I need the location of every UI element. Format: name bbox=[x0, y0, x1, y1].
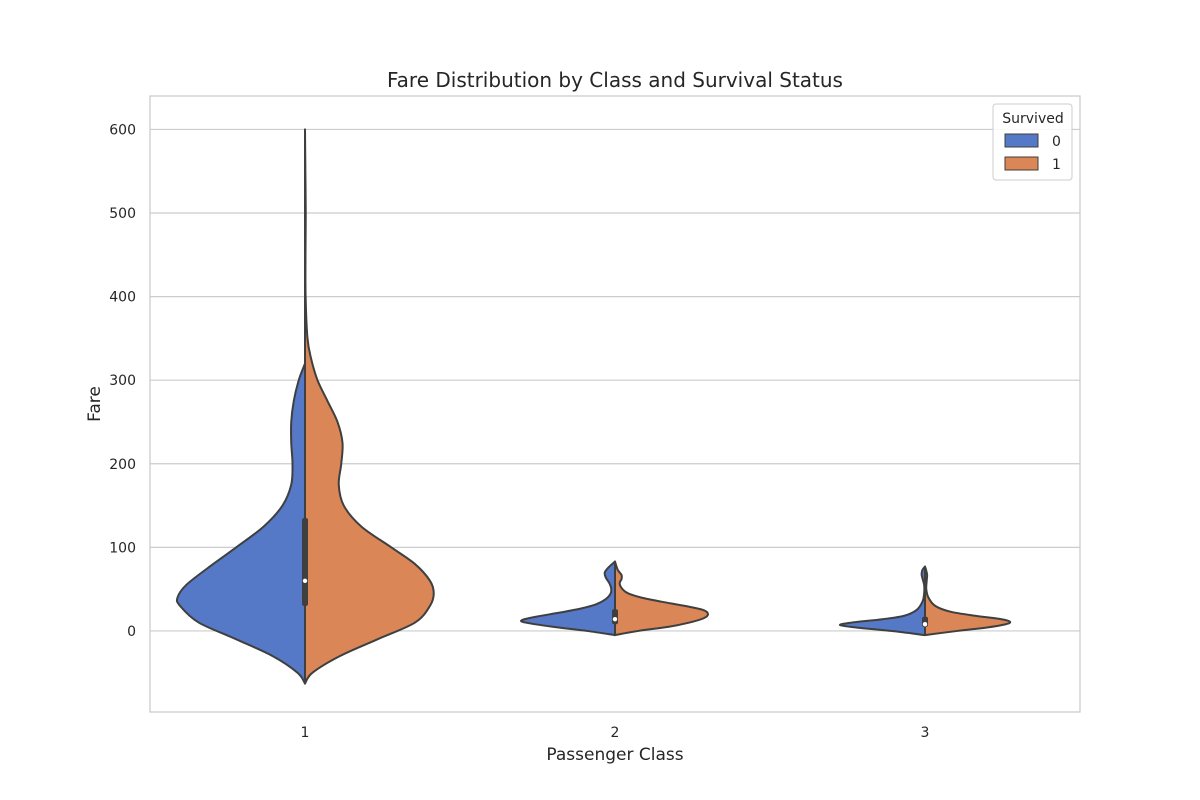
median-marker-class-2 bbox=[612, 617, 618, 622]
x-axis-label: Passenger Class bbox=[546, 745, 683, 765]
y-axis-label: Fare bbox=[85, 386, 105, 422]
y-tick-label: 100 bbox=[109, 540, 136, 556]
x-tick-label: 2 bbox=[611, 725, 620, 741]
y-tick-label: 200 bbox=[109, 457, 136, 473]
y-tick-label: 0 bbox=[127, 624, 136, 640]
legend-entries: 01 bbox=[1004, 133, 1061, 173]
violin-half-survived-0-class-2 bbox=[520, 560, 616, 637]
violin-half-survived-1-class-3 bbox=[924, 565, 1012, 637]
y-tick-label: 400 bbox=[109, 290, 136, 306]
plot-frame bbox=[149, 95, 1081, 713]
violin-half-survived-1-class-1 bbox=[304, 128, 435, 685]
legend-label-0: 0 bbox=[1052, 134, 1061, 150]
median-marker-class-3 bbox=[922, 622, 928, 627]
y-tick-label: 300 bbox=[109, 373, 136, 389]
y-tick-label: 600 bbox=[109, 122, 136, 138]
legend-swatch-0 bbox=[1004, 133, 1039, 148]
chart-title: Fare Distribution by Class and Survival … bbox=[387, 68, 843, 92]
iqr-box-class-2 bbox=[612, 609, 618, 625]
legend-title: Survived bbox=[1002, 111, 1063, 127]
violins bbox=[175, 128, 1012, 685]
violin-half-survived-0-class-3 bbox=[838, 565, 926, 637]
median-marker-class-1 bbox=[302, 578, 308, 583]
iqr-box-class-1 bbox=[302, 518, 308, 606]
legend: Survived 01 bbox=[992, 103, 1073, 181]
y-tick-labels: 0 100 200 300 400 500 600 bbox=[109, 122, 136, 639]
x-tick-label: 3 bbox=[921, 725, 930, 741]
inner-boxes bbox=[302, 518, 928, 627]
violin-half-survived-1-class-2 bbox=[614, 560, 709, 637]
legend-label-1: 1 bbox=[1052, 157, 1061, 173]
x-tick-label: 1 bbox=[301, 725, 310, 741]
x-tick-labels: 1 2 3 bbox=[301, 725, 930, 741]
y-tick-label: 500 bbox=[109, 206, 136, 222]
legend-swatch-1 bbox=[1004, 156, 1039, 171]
violin-half-survived-0-class-1 bbox=[175, 362, 306, 685]
